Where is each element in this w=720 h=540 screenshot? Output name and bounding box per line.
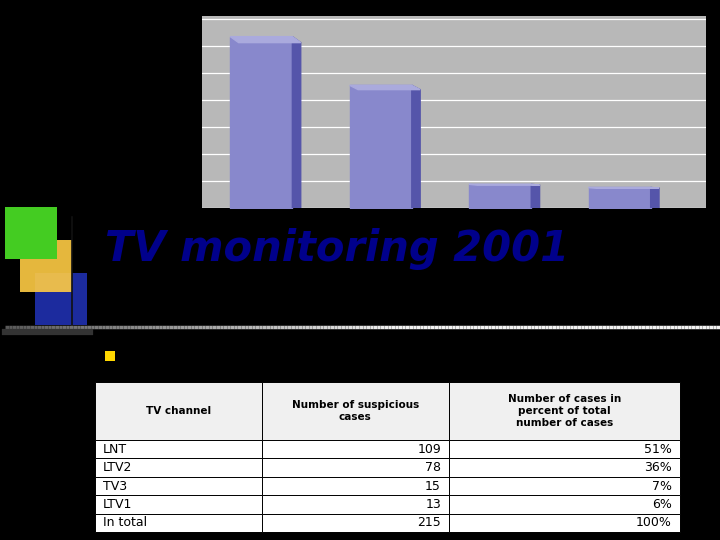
Text: TV channel: TV channel [145, 406, 211, 416]
Text: 215: 215 [417, 516, 441, 529]
Text: Number of suspicious cases in TV stations: Number of suspicious cases in TV station… [122, 346, 502, 364]
Text: 13: 13 [426, 498, 441, 511]
Bar [5, 207, 57, 259]
Text: 100%: 100% [636, 516, 672, 529]
Bar [262, 514, 449, 532]
Text: 36%: 36% [644, 461, 672, 474]
Bar [262, 477, 449, 495]
Bar [449, 458, 680, 477]
Bar [95, 495, 262, 514]
Polygon shape [230, 37, 301, 43]
Text: Number of suspicious
cases: Number of suspicious cases [292, 400, 419, 422]
Bar [262, 382, 449, 440]
Polygon shape [651, 187, 659, 208]
Bar [35, 273, 87, 325]
Bar [20, 240, 72, 292]
Text: 109: 109 [417, 443, 441, 456]
Bar [95, 382, 262, 440]
Bar [262, 495, 449, 514]
Polygon shape [292, 37, 301, 208]
Text: 78: 78 [425, 461, 441, 474]
Text: TV monitoring 2001: TV monitoring 2001 [105, 228, 569, 270]
Bar [449, 440, 680, 458]
Bar [95, 440, 262, 458]
Bar [449, 477, 680, 495]
Bar [262, 440, 449, 458]
Bar [105, 351, 115, 361]
Text: LNT: LNT [103, 443, 127, 456]
Text: TV3: TV3 [103, 480, 127, 492]
Polygon shape [469, 184, 539, 185]
Text: 15: 15 [425, 480, 441, 492]
Bar [95, 514, 262, 532]
Bar [262, 458, 449, 477]
Bar [95, 477, 262, 495]
Bar [449, 514, 680, 532]
Polygon shape [412, 85, 420, 208]
Text: LTV2: LTV2 [103, 461, 132, 474]
Polygon shape [350, 85, 420, 90]
Text: In total: In total [103, 516, 147, 529]
Text: 51%: 51% [644, 443, 672, 456]
Text: 7%: 7% [652, 480, 672, 492]
Polygon shape [531, 184, 539, 208]
Text: 6%: 6% [652, 498, 672, 511]
Text: Number of cases in
percent of total
number of cases: Number of cases in percent of total numb… [508, 394, 621, 428]
Text: LTV1: LTV1 [103, 498, 132, 511]
Bar [95, 458, 262, 477]
Bar [449, 382, 680, 440]
Polygon shape [588, 187, 659, 188]
Bar [449, 495, 680, 514]
